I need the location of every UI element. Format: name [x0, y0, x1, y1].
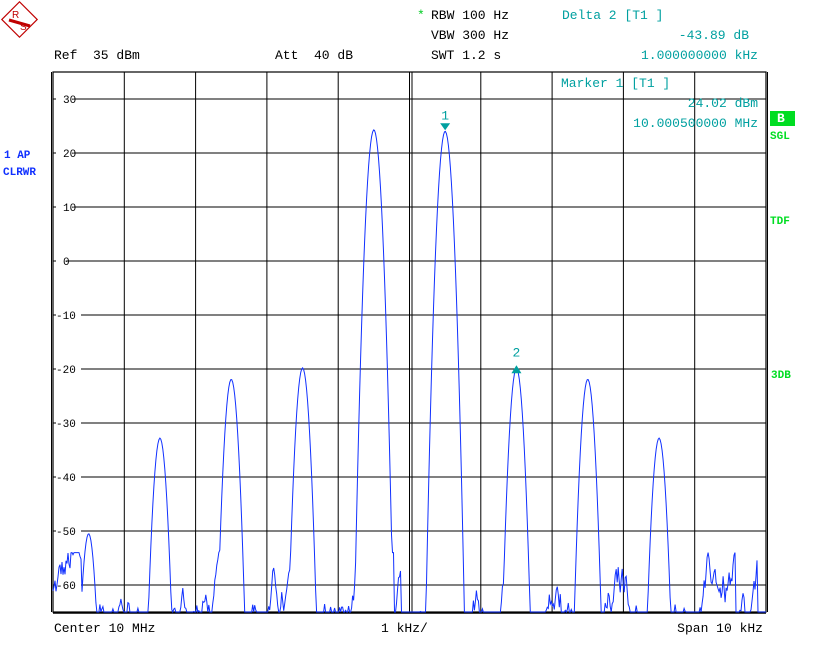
trace-mode-label: CLRWR — [3, 167, 36, 179]
svg-text:S: S — [20, 22, 27, 33]
tick-label-bg — [56, 256, 67, 266]
center-freq-label: Center 10 MHz — [54, 621, 155, 636]
tick-label-bg — [56, 364, 81, 374]
plot-grid — [51, 71, 768, 614]
marker1-title: Marker 1 [T1 ] — [561, 76, 670, 91]
y-tick-label: -10 — [56, 311, 76, 323]
attenuation-readout: Att 40 dB — [275, 48, 353, 63]
swt-readout: SWT 1.2 s — [431, 48, 501, 63]
delta-marker-level: -43.89 dB — [679, 28, 749, 43]
span-label: Span 10 kHz — [677, 621, 763, 636]
y-tick-label: -30 — [56, 419, 76, 431]
marker1-level: 24.02 dBm — [688, 96, 758, 111]
marker-1-triangle — [440, 123, 451, 131]
y-tick-label: -40 — [56, 473, 76, 485]
svg-text:R: R — [12, 10, 19, 21]
y-tick-labels: 30 20 10 0 -10 -20 -30 -40 -50 -60 — [56, 94, 81, 593]
tdf-label: TDF — [770, 216, 790, 228]
tick-label-bg — [56, 310, 81, 320]
tick-label-bg — [56, 202, 74, 212]
trace-detector-label: 1 AP — [4, 150, 31, 162]
delta-marker-freq: 1.000000000 kHz — [641, 48, 758, 63]
rs-logo: R S — [0, 0, 39, 39]
trace-b-badge-label: B — [777, 111, 785, 126]
spectrum-trace — [52, 129, 766, 614]
y-tick-label: -50 — [56, 527, 76, 539]
y-tick-label: 0 — [63, 257, 70, 269]
marker1-freq: 10.000500000 MHz — [633, 116, 758, 131]
marker-2-label: 2 — [513, 345, 521, 360]
delta-marker-title: Delta 2 [T1 ] — [562, 8, 663, 23]
div-label: 1 kHz/ — [381, 621, 428, 636]
tick-label-bg — [56, 472, 81, 482]
marker-1-label: 1 — [441, 108, 449, 123]
y-tick-label: -60 — [56, 581, 76, 593]
vbw-readout: VBW 300 Hz — [431, 28, 509, 43]
tick-label-bg — [56, 526, 81, 536]
y-tick-label: 20 — [63, 149, 76, 161]
3db-label: 3DB — [771, 370, 791, 382]
markers: 12 — [440, 108, 522, 374]
y-tick-label: 30 — [63, 95, 76, 107]
trace-b-badge — [770, 111, 795, 126]
rbw-readout: RBW 100 Hz — [431, 8, 509, 23]
sgl-label: SGL — [770, 131, 790, 143]
marker-2-triangle — [511, 365, 522, 374]
tick-label-bg — [56, 580, 81, 590]
tick-label-bg — [56, 148, 74, 158]
tick-label-bg — [56, 94, 74, 104]
tick-label-bg — [56, 418, 81, 428]
ref-level-readout: Ref 35 dBm — [54, 48, 140, 63]
y-tick-label: 10 — [63, 203, 76, 215]
y-tick-label: -20 — [56, 365, 76, 377]
rbw-modified-star: * — [417, 8, 425, 23]
